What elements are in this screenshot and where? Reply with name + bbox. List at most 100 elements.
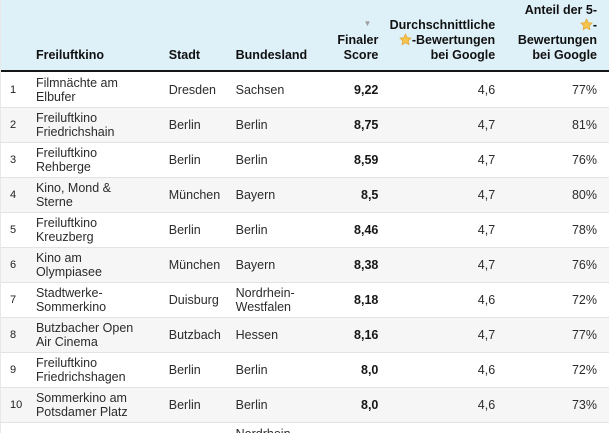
table-row: 3 Freiluftkino Rehberge Berlin Berlin 8,… bbox=[1, 142, 609, 177]
city-cell: Berlin bbox=[168, 223, 201, 237]
table-row: 4 Kino, Mond & Sterne München Bayern 8,5… bbox=[1, 177, 609, 212]
cinema-name-cell: Kino am Olympiasee bbox=[35, 251, 102, 279]
state-cell: Bayern bbox=[235, 188, 276, 202]
column-header-label: -Bewertungen bbox=[411, 33, 496, 47]
five-star-share-cell: 81% bbox=[571, 118, 597, 132]
rank-cell: 1 bbox=[10, 83, 17, 96]
state-cell: Sachsen bbox=[235, 82, 285, 97]
google-rating-cell: 4,6 bbox=[477, 363, 496, 377]
five-star-share-cell: 73% bbox=[571, 398, 597, 412]
google-rating-cell: 4,6 bbox=[477, 82, 496, 97]
city-cell: Berlin bbox=[168, 118, 201, 132]
state-cell: Berlin bbox=[235, 398, 268, 412]
rank-cell: 4 bbox=[10, 189, 17, 201]
cinema-name-cell: Filmnächte am Elbufer bbox=[35, 75, 118, 104]
city-cell: Duisburg bbox=[168, 293, 219, 307]
cinema-name-cell: Freiluftkino Friedrichshagen bbox=[35, 356, 126, 384]
google-rating-cell: 4,6 bbox=[477, 293, 496, 307]
cinema-name-cell: Sommerkino am Potsdamer Platz bbox=[35, 391, 128, 419]
table-row: 8 Butzbacher Open Air Cinema Butzbach He… bbox=[1, 317, 609, 352]
rank-cell: 3 bbox=[10, 154, 17, 166]
google-rating-cell: 4,7 bbox=[477, 258, 496, 272]
table-row: 6 Kino am Olympiasee München Bayern 8,38… bbox=[1, 247, 609, 282]
state-cell: Bayern bbox=[235, 258, 276, 272]
city-cell: Dresden bbox=[168, 82, 217, 97]
rank-cell: 9 bbox=[10, 364, 17, 376]
column-header-label: bei Google bbox=[532, 48, 597, 62]
star-icon bbox=[580, 18, 593, 31]
column-header-label: Finaler bbox=[337, 33, 379, 47]
final-score-cell: 8,38 bbox=[354, 258, 379, 272]
column-header-durchschnittliche-bewertungen[interactable]: Durchschnittliche -Bewertungen bei Googl… bbox=[378, 18, 496, 63]
final-score-cell: 8,0 bbox=[361, 363, 379, 377]
rank-cell: 6 bbox=[10, 259, 17, 271]
table-row: 7 Stadtwerke-Sommerkino Duisburg Nordrhe… bbox=[1, 282, 609, 317]
cinema-name-cell: Stadtwerke-Sommerkino bbox=[35, 286, 107, 314]
column-header-bundesland[interactable]: Bundesland bbox=[235, 48, 308, 62]
rank-cell: 8 bbox=[10, 329, 17, 341]
column-header-label: Bewertungen bbox=[517, 33, 597, 47]
city-cell: Berlin bbox=[168, 363, 201, 377]
table-row: 5 Freiluftkino Kreuzberg Berlin Berlin 8… bbox=[1, 212, 609, 247]
google-rating-cell: 4,7 bbox=[477, 223, 496, 237]
state-cell: Berlin bbox=[235, 118, 268, 132]
cinema-name-cell: Freiluftkino Rehberge bbox=[35, 146, 98, 174]
column-header-label: - bbox=[592, 18, 597, 32]
five-star-share-cell: 72% bbox=[571, 293, 597, 307]
sort-descending-icon[interactable]: ▼ bbox=[363, 19, 372, 28]
table-row: 2 Freiluftkino Friedrichshain Berlin Ber… bbox=[1, 107, 609, 142]
google-rating-cell: 4,7 bbox=[477, 188, 496, 202]
star-icon bbox=[399, 33, 412, 46]
rank-cell: 2 bbox=[10, 119, 17, 131]
rank-cell: 10 bbox=[10, 399, 23, 411]
column-header-label: Anteil der 5- bbox=[524, 3, 597, 17]
state-cell: Berlin bbox=[235, 223, 268, 237]
column-header-stadt[interactable]: Stadt bbox=[168, 48, 201, 62]
column-header-freiluftkino[interactable]: Freiluftkino bbox=[35, 48, 105, 62]
city-cell: Berlin bbox=[168, 398, 201, 412]
table-row: 10 Sommerkino am Potsdamer Platz Berlin … bbox=[1, 387, 609, 422]
column-header-label: bei Google bbox=[430, 48, 496, 62]
rank-cell: 5 bbox=[10, 224, 17, 236]
table-row: 1 Filmnächte am Elbufer Dresden Sachsen … bbox=[1, 72, 609, 107]
google-rating-cell: 4,7 bbox=[477, 153, 496, 167]
five-star-share-cell: 76% bbox=[571, 258, 597, 272]
column-header-finaler-score[interactable]: ▼ Finaler Score bbox=[319, 19, 379, 63]
rank-cell: 7 bbox=[10, 294, 17, 306]
table-row-partial: Nordrhein-Westfalen bbox=[1, 422, 609, 433]
city-cell: Butzbach bbox=[168, 328, 221, 342]
column-header-label: Score bbox=[343, 48, 379, 62]
five-star-share-cell: 76% bbox=[571, 153, 597, 167]
column-header-anteil-5-sterne[interactable]: Anteil der 5- - Bewertungen bei Google bbox=[495, 3, 609, 63]
five-star-share-cell: 80% bbox=[571, 188, 597, 202]
cinema-name-cell: Kino, Mond & Sterne bbox=[35, 181, 111, 209]
final-score-cell: 8,75 bbox=[354, 118, 379, 132]
five-star-share-cell: 77% bbox=[571, 82, 597, 97]
state-cell: Berlin bbox=[235, 363, 268, 377]
google-rating-cell: 4,6 bbox=[477, 398, 496, 412]
five-star-share-cell: 72% bbox=[571, 363, 597, 377]
five-star-share-cell: 78% bbox=[571, 223, 597, 237]
table-body: 1 Filmnächte am Elbufer Dresden Sachsen … bbox=[1, 72, 609, 422]
state-cell: Nordrhein-Westfalen bbox=[236, 423, 319, 433]
state-cell: Hessen bbox=[235, 328, 279, 342]
city-cell: München bbox=[168, 188, 221, 202]
final-score-cell: 8,16 bbox=[354, 328, 379, 342]
cinema-name-cell: Freiluftkino Kreuzberg bbox=[35, 216, 98, 244]
final-score-cell: 8,0 bbox=[361, 398, 379, 412]
table-header-row: Freiluftkino Stadt Bundesland ▼ Finaler … bbox=[1, 0, 609, 72]
column-header-label: Durchschnittliche bbox=[389, 18, 496, 32]
final-score-cell: 8,46 bbox=[354, 223, 379, 237]
final-score-cell: 9,22 bbox=[354, 82, 379, 97]
final-score-cell: 8,18 bbox=[354, 293, 379, 307]
city-cell: München bbox=[168, 258, 221, 272]
final-score-cell: 8,59 bbox=[354, 153, 379, 167]
city-cell: Berlin bbox=[168, 153, 201, 167]
final-score-cell: 8,5 bbox=[361, 188, 379, 202]
cinema-name-cell: Freiluftkino Friedrichshain bbox=[35, 111, 115, 139]
google-rating-cell: 4,7 bbox=[477, 118, 496, 132]
google-rating-cell: 4,7 bbox=[477, 328, 496, 342]
five-star-share-cell: 77% bbox=[571, 328, 597, 342]
state-cell: Nordrhein-Westfalen bbox=[235, 286, 295, 314]
